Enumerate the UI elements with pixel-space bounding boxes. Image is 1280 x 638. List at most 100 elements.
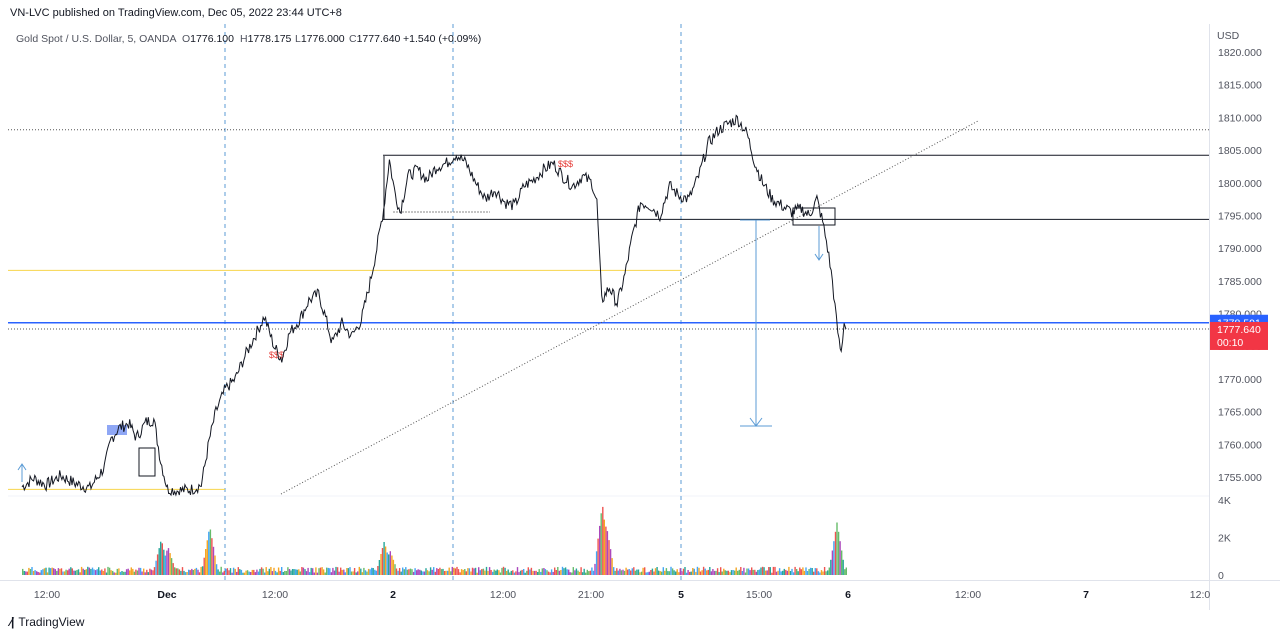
volume-bar: [322, 569, 325, 575]
volume-bar: [240, 569, 243, 575]
svg-text:+1.540 (+0.09%): +1.540 (+0.09%): [403, 33, 481, 45]
volume-bar: [462, 569, 464, 575]
volume-bar: [586, 569, 588, 575]
volume-bar: [498, 570, 500, 575]
volume-bar: [684, 567, 686, 575]
volume-bar: [121, 571, 123, 575]
volume-bar: [841, 550, 843, 575]
volume-bar: [308, 572, 311, 575]
price-axis[interactable]: 1820.000 1815.000 1810.000 1805.000 1800.000…: [1218, 47, 1262, 484]
volume-bar: [32, 571, 35, 575]
volume-bar: [416, 570, 418, 575]
volume-bar: [507, 569, 509, 575]
volume-bar: [577, 570, 579, 575]
volume-bar: [448, 567, 450, 575]
volume-bar: [560, 570, 562, 575]
volume-bar: [293, 569, 295, 575]
volume-bar: [172, 563, 174, 575]
volume-bar: [215, 564, 218, 575]
time-tick-label: 12:00: [262, 589, 288, 601]
volume-bar: [389, 551, 391, 575]
volume-bar: [690, 571, 692, 575]
volume-bar: [780, 571, 782, 575]
volume-bar: [665, 568, 668, 575]
volume-bar: [291, 569, 294, 575]
volume-bar: [324, 572, 326, 575]
volume-bar: [636, 569, 638, 575]
volume-bar: [644, 567, 646, 575]
volume-bar: [43, 568, 46, 575]
volume-bar: [496, 569, 498, 575]
horizontal-levels: [8, 129, 1209, 490]
volume-bar: [26, 571, 29, 575]
volume-bar: [412, 571, 415, 575]
tag-last-price-text: 1777.640: [1217, 324, 1261, 336]
volume-bar: [625, 567, 627, 575]
trendline: [280, 120, 979, 495]
time-tick-label: 12:0: [1190, 589, 1211, 601]
volume-bar: [555, 570, 557, 575]
volume-bar: [704, 568, 706, 575]
volume-bar: [214, 555, 216, 575]
volume-bar: [326, 567, 328, 575]
volume-bar: [332, 567, 334, 575]
volume-bar: [772, 566, 775, 575]
volume-bar: [147, 572, 149, 575]
volume-bar: [581, 572, 584, 575]
volume-bar: [45, 567, 47, 575]
volume-bar: [512, 570, 514, 575]
volume-bar: [597, 538, 599, 575]
volume-bar: [53, 568, 55, 575]
currency-label: USD: [1217, 30, 1240, 42]
volume-bar: [29, 569, 32, 575]
volume-bar: [752, 569, 754, 575]
volume-bar: [54, 569, 56, 575]
tradingview-footer-logo[interactable]: ⁄| TradingView: [10, 615, 84, 629]
time-tick-label: 21:00: [578, 589, 604, 601]
volume-bar: [113, 572, 115, 575]
volume-bar: [181, 567, 184, 575]
price-tick-label: 1760.000: [1218, 439, 1262, 451]
volume-bar: [540, 571, 542, 575]
volume-bar: [408, 569, 410, 575]
price-tick-label: 1790.000: [1218, 243, 1262, 255]
price-tick-label: 1765.000: [1218, 407, 1262, 419]
volume-bar: [302, 567, 305, 575]
volume-bar: [282, 572, 284, 575]
volume-bar: [319, 567, 322, 575]
volume-bar: [253, 569, 255, 575]
volume-bar: [541, 568, 543, 575]
volume-bar: [270, 567, 272, 575]
time-tick-label: 15:00: [746, 589, 772, 601]
price-chart[interactable]: $$$$$$ 1820.0001815.0001810.0001805.0001…: [0, 24, 1280, 610]
volume-bar: [384, 546, 387, 575]
volume-bar: [834, 531, 837, 575]
volume-bar: [657, 570, 660, 575]
volume-bar: [378, 560, 381, 575]
volume-bar: [775, 571, 778, 575]
volume-bar: [257, 571, 260, 575]
volume-bar: [116, 568, 118, 575]
volume-bar: [727, 570, 730, 575]
volume-bar: [523, 569, 525, 575]
time-axis[interactable]: 12:00 Dec 12:00 2 12:00 21:00 5 15:00 6 12:00 7 12:…: [34, 589, 1211, 601]
volume-bar: [336, 567, 339, 575]
legend-o-label: O: [182, 33, 190, 45]
volume-bar: [478, 567, 480, 575]
volume-bar: [692, 568, 694, 575]
volume-bar: [363, 567, 365, 575]
volume-bar: [206, 540, 208, 575]
volume-bar: [158, 548, 160, 575]
volume-bar: [453, 567, 455, 575]
volume-bar: [256, 569, 258, 575]
volume-bar: [800, 569, 802, 575]
volume-bar: [371, 567, 373, 575]
volume-bar: [783, 568, 785, 575]
volume-bar: [321, 567, 323, 575]
volume-bar: [327, 567, 329, 575]
volume-bar: [799, 567, 801, 575]
volume-bar: [532, 570, 534, 575]
volume-bar: [667, 571, 669, 575]
volume-bar: [543, 568, 545, 575]
volume-bar: [732, 570, 734, 575]
